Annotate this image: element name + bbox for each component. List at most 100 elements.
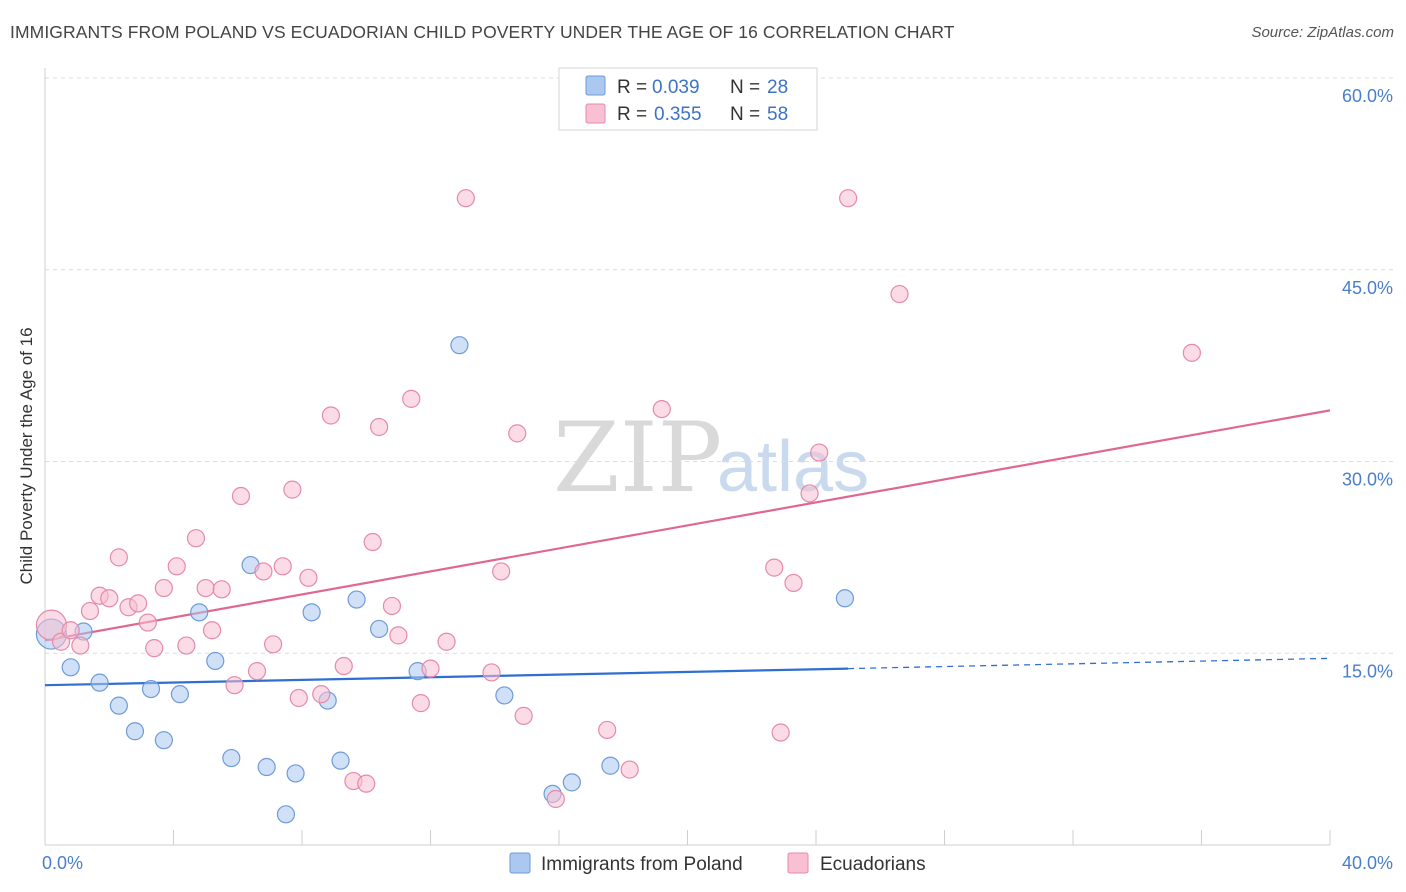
chart-title: IMMIGRANTS FROM POLAND VS ECUADORIAN CHI…: [10, 22, 955, 42]
point-ecuadorians-6: [100, 589, 119, 608]
point-ecuadorians-23: [263, 635, 283, 654]
point-poland-13: [257, 757, 276, 777]
point-ecuadorians-3: [71, 636, 90, 655]
point-ecuadorians-52: [784, 573, 803, 593]
point-ecuadorians-26: [289, 688, 308, 708]
legend-r-label-ecuadorians: R =: [617, 104, 647, 125]
y-tick-label-60: 60.0%: [1342, 86, 1393, 106]
point-ecuadorians-47: [598, 720, 617, 740]
bottom-legend-swatch-ecuadorians: [787, 852, 809, 874]
point-ecuadorians-53: [800, 484, 819, 503]
point-ecuadorians-18: [212, 580, 231, 599]
point-ecuadorians-13: [167, 557, 186, 576]
legend-swatch-poland: [585, 75, 606, 96]
x-tick-label-min: 0.0%: [42, 853, 83, 873]
y-tick-label-15: 15.0%: [1342, 661, 1393, 681]
point-poland-11: [222, 748, 241, 768]
y-tick-label-30: 30.0%: [1342, 470, 1393, 490]
point-poland-16: [302, 603, 321, 622]
axes: [44, 68, 1331, 846]
point-ecuadorians-55: [839, 189, 858, 208]
point-ecuadorians-40: [437, 632, 456, 651]
point-ecuadorians-29: [321, 406, 341, 425]
point-ecuadorians-35: [382, 596, 402, 616]
trend-line-ecuadorians: [44, 409, 1331, 642]
point-ecuadorians-46: [546, 789, 565, 809]
point-poland-19: [347, 590, 366, 609]
point-poland-9: [190, 603, 209, 622]
point-ecuadorians-9: [129, 594, 148, 613]
trend-line-poland-extension: [848, 657, 1331, 670]
point-poland-5: [125, 722, 145, 741]
legend-n-label-ecuadorians: N =: [730, 104, 760, 125]
point-poland-8: [170, 685, 190, 704]
legend-swatch-ecuadorians: [585, 103, 606, 124]
watermark-atlas: atlas: [717, 427, 869, 507]
legend-r-value-ecuadorians: 0.355: [654, 104, 702, 125]
point-ecuadorians-2: [61, 621, 80, 640]
point-ecuadorians-22: [254, 562, 273, 581]
point-poland-20: [370, 619, 389, 639]
point-ecuadorians-45: [514, 706, 533, 725]
watermark-zip: ZIP: [553, 402, 722, 514]
point-ecuadorians-14: [177, 636, 196, 655]
point-ecuadorians-28: [312, 685, 331, 704]
trend-line-poland: [44, 667, 849, 687]
point-ecuadorians-10: [138, 613, 157, 632]
point-ecuadorians-50: [765, 558, 784, 577]
legend-n-value-poland: 28: [767, 77, 788, 98]
source-credit: Source: ZipAtlas.com: [1251, 24, 1394, 41]
x-tick-label-max: 40.0%: [1342, 853, 1393, 873]
legend: R = 0.039 N = 28 R = 0.355 N = 58: [558, 67, 818, 131]
data-points: [35, 189, 1201, 824]
point-poland-25: [562, 773, 581, 792]
watermark: ZIP atlas: [553, 402, 869, 514]
point-ecuadorians-20: [231, 486, 251, 506]
point-poland-26: [601, 756, 620, 775]
legend-n-value-ecuadorians: 58: [767, 104, 788, 125]
point-ecuadorians-21: [247, 662, 267, 681]
trend-lines: [44, 409, 1331, 687]
bottom-legend-label-ecuadorians: Ecuadorians: [820, 854, 926, 875]
point-ecuadorians-32: [357, 774, 376, 793]
point-ecuadorians-16: [196, 578, 215, 598]
point-ecuadorians-17: [202, 621, 222, 640]
bottom-legend: Immigrants from Poland Ecuadorians: [509, 852, 926, 875]
point-ecuadorians-37: [402, 389, 421, 408]
point-poland-27: [835, 589, 855, 608]
point-poland-18: [331, 751, 350, 770]
legend-r-value-poland: 0.039: [652, 77, 700, 98]
y-tick-label-45: 45.0%: [1342, 278, 1393, 298]
point-poland-14: [276, 805, 296, 824]
legend-r-label-poland: R =: [617, 77, 647, 98]
point-ecuadorians-38: [411, 694, 430, 713]
point-ecuadorians-51: [771, 723, 790, 742]
point-poland-22: [450, 336, 469, 355]
point-ecuadorians-34: [370, 417, 389, 437]
point-ecuadorians-49: [652, 399, 671, 419]
point-ecuadorians-39: [421, 659, 440, 678]
point-poland-23: [495, 686, 514, 705]
y-tick-labels: 15.0% 30.0% 45.0% 60.0%: [1342, 86, 1393, 681]
legend-n-label-poland: N =: [730, 77, 760, 98]
point-poland-15: [286, 764, 305, 783]
x-tick-labels: 0.0% 40.0%: [42, 853, 1393, 873]
point-ecuadorians-43: [492, 562, 511, 581]
point-ecuadorians-44: [508, 424, 527, 443]
point-ecuadorians-48: [620, 760, 639, 779]
point-ecuadorians-7: [109, 548, 128, 567]
point-ecuadorians-36: [389, 626, 408, 645]
point-poland-10: [206, 651, 225, 671]
point-ecuadorians-12: [154, 578, 173, 598]
point-poland-4: [109, 696, 128, 715]
point-ecuadorians-24: [273, 557, 292, 576]
point-ecuadorians-41: [456, 189, 475, 208]
point-poland-6: [141, 679, 161, 699]
point-ecuadorians-30: [334, 656, 353, 676]
point-ecuadorians-33: [363, 532, 382, 552]
point-ecuadorians-56: [890, 284, 909, 304]
point-ecuadorians-25: [283, 480, 302, 499]
point-ecuadorians-19: [225, 676, 244, 695]
point-ecuadorians-15: [186, 529, 206, 548]
